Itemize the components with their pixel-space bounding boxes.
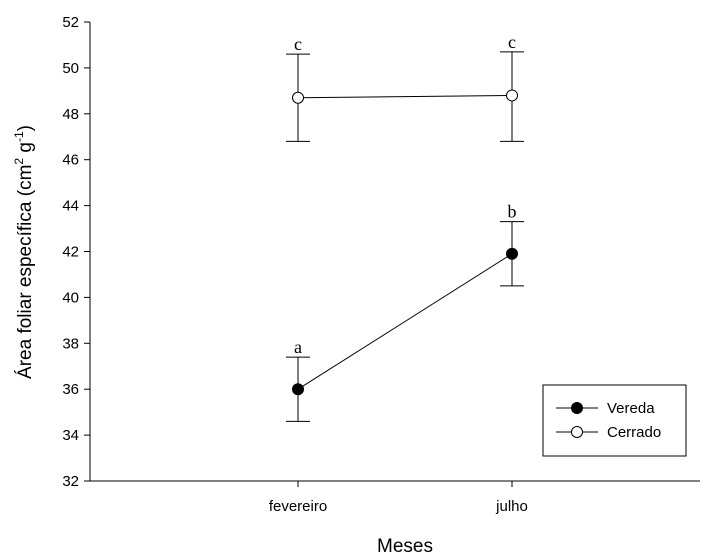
significance-label-cerrado: c bbox=[508, 32, 516, 52]
data-point-vereda bbox=[292, 383, 304, 396]
legend-label-cerrado: Cerrado bbox=[607, 424, 661, 441]
series-line-vereda bbox=[297, 253, 513, 390]
y-tick-label: 48 bbox=[62, 106, 79, 123]
y-ticks: 32 34 36 38 40 42 44 46 48 50 52 bbox=[62, 14, 90, 490]
y-axis-title: Área foliar específica (cm2 g-1) bbox=[12, 125, 36, 379]
legend-marker-cerrado bbox=[571, 426, 583, 438]
y-tick-label: 38 bbox=[62, 335, 79, 352]
legend: Vereda Cerrado bbox=[542, 384, 687, 457]
data-point-cerrado bbox=[292, 91, 304, 104]
significance-label-vereda: a bbox=[294, 337, 302, 357]
y-tick-label: 46 bbox=[62, 152, 79, 169]
legend-label-vereda: Vereda bbox=[607, 400, 655, 417]
data-point-vereda bbox=[506, 247, 518, 260]
x-ticks: fevereiro julho bbox=[269, 481, 528, 515]
y-tick-label: 42 bbox=[62, 244, 79, 261]
y-tick-label: 34 bbox=[62, 427, 79, 444]
x-tick-label: fevereiro bbox=[269, 498, 327, 515]
significance-label-cerrado: c bbox=[294, 34, 302, 54]
y-axis-title-mid: g bbox=[15, 142, 36, 158]
legend-marker-vereda bbox=[571, 402, 583, 414]
y-tick-label: 36 bbox=[62, 381, 79, 398]
y-axis-title-sup2: -1 bbox=[12, 131, 26, 142]
legend-box bbox=[542, 384, 687, 457]
series-layer: abc c bbox=[286, 32, 524, 422]
x-axis-title: Meses bbox=[377, 536, 433, 553]
data-point-cerrado bbox=[506, 89, 518, 102]
x-tick-label: julho bbox=[495, 498, 528, 515]
y-tick-label: 32 bbox=[62, 473, 79, 490]
y-axis-title-end: ) bbox=[15, 125, 36, 131]
y-tick-label: 50 bbox=[62, 60, 79, 77]
significance-label-vereda: b bbox=[508, 202, 517, 222]
y-tick-label: 40 bbox=[62, 289, 79, 306]
series-line-cerrado bbox=[297, 94, 513, 99]
y-tick-label: 52 bbox=[62, 14, 79, 31]
y-axis-title-sup1: 2 bbox=[12, 158, 26, 165]
series-vereda: ab bbox=[286, 202, 524, 422]
y-axis-title-main: Área foliar específica (cm bbox=[15, 165, 36, 379]
y-tick-label: 44 bbox=[62, 198, 79, 215]
